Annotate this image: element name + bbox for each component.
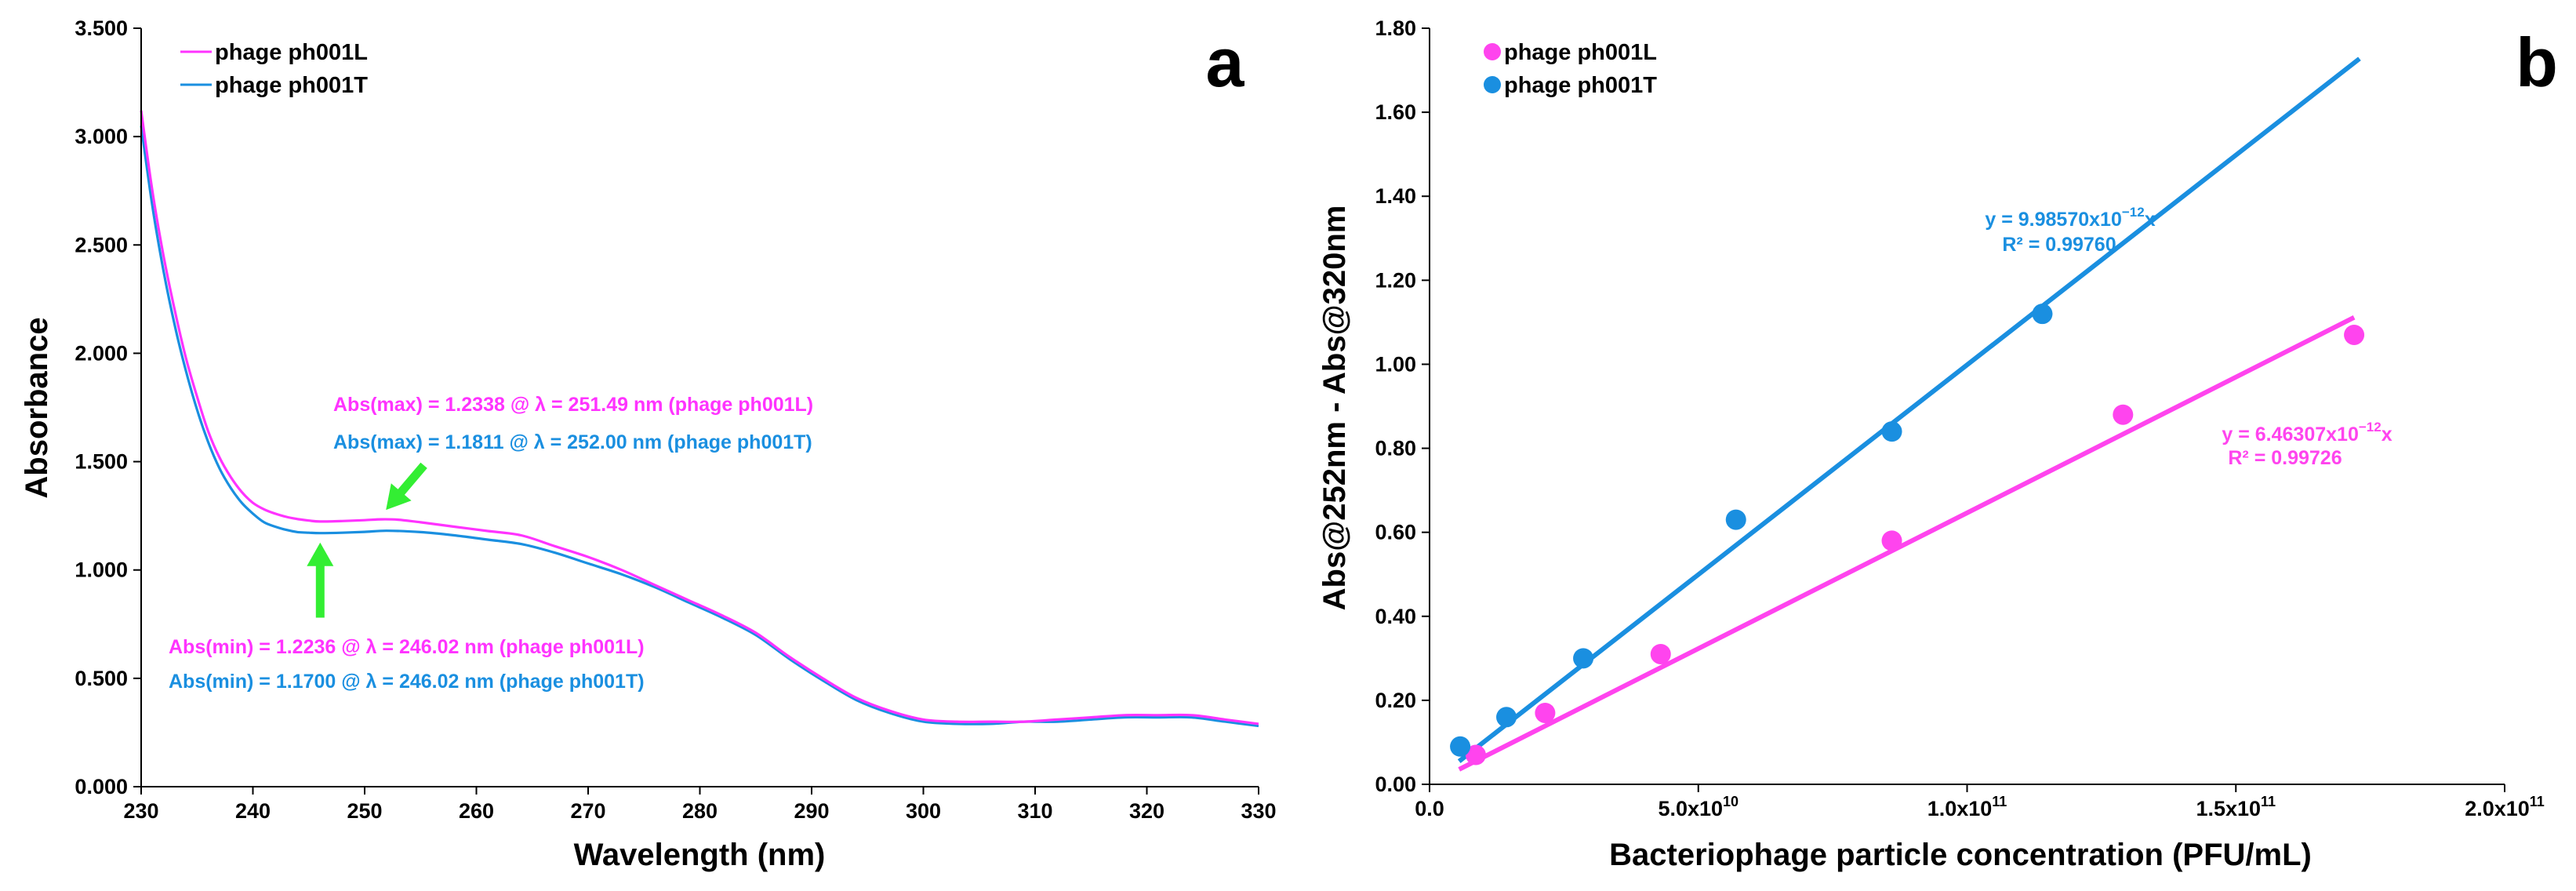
panel-b-x-tick-label: 0.0 [1415, 797, 1444, 820]
panel-a-axes [140, 28, 1259, 787]
panel-b-x-axis-title: Bacteriophage particle concentration (PF… [1609, 838, 2312, 872]
panel-b-y-tick-label: 0.20 [1375, 689, 1416, 712]
fit-line-phage-ph001T [1457, 56, 2361, 763]
fit-r-squared-T: R² = 0.99760 [2002, 234, 2116, 256]
data-point-phage-ph001L [2113, 404, 2134, 425]
panel-b-y-tick-label: 1.80 [1375, 16, 1416, 40]
panel-a-y-tick-label: 2.500 [74, 233, 128, 256]
panel-b-y-tick-label: 0.40 [1375, 605, 1416, 628]
fit-equation-L-formula: y = 6.46307x10−12x [2222, 420, 2392, 446]
panel-a-x-tick-label: 310 [1017, 799, 1052, 823]
panel-a-x-tick-label: 250 [347, 799, 382, 823]
panel-b-ticks: 0.0 5.0x1010 1.0x1011 1.5x1011 2.0x1011 0.00 0… [1375, 16, 2544, 820]
panel-b-axes [1429, 28, 2505, 785]
arrow-to-abs-min [307, 542, 334, 618]
panel-b-x-tick-label: 1.0x1011 [1927, 794, 2007, 820]
annotation-abs-max-T: Abs(max) = 1.1811 @ λ = 252.00 nm (phage… [333, 431, 812, 453]
panel-a-letter: a [1206, 24, 1245, 101]
panel-a-y-tick-label: 3.000 [74, 125, 128, 148]
panel-b-y-tick-label: 0.60 [1375, 521, 1416, 544]
panel-a-y-axis-title: Absorbance [20, 317, 54, 498]
data-point-phage-ph001T [2032, 304, 2053, 325]
panel-b-fit-lines [1457, 56, 2361, 772]
series-line-phage-ph001T [140, 125, 1259, 728]
fit-equation-T-formula: y = 9.98570x10−12x [1985, 205, 2155, 231]
panel-a-x-tick-label: 320 [1129, 799, 1164, 823]
panel-a-legend: phage ph001L phage ph001T [180, 40, 368, 98]
panel-b-legend: phage ph001L phage ph001T [1484, 40, 1657, 98]
data-point-phage-ph001L [1465, 744, 1486, 766]
data-point-phage-ph001T [1496, 707, 1517, 728]
panel-a-x-tick-label: 300 [906, 799, 941, 823]
annotation-abs-min-L: Abs(min) = 1.2236 @ λ = 246.02 nm (phage… [169, 636, 645, 658]
panel-a-x-tick-label: 230 [123, 799, 158, 823]
panel-a-arrows [307, 462, 427, 618]
panel-a-y-tick-label: 0.500 [74, 667, 128, 690]
panel-b-y-tick-label: 1.40 [1375, 184, 1416, 208]
panel-b-y-tick-label: 1.20 [1375, 268, 1416, 292]
fit-line-phage-ph001L [1458, 315, 2356, 772]
panel-a-x-axis-title: Wavelength (nm) [574, 838, 826, 872]
data-point-phage-ph001L [2344, 324, 2365, 345]
data-point-phage-ph001L [1535, 702, 1556, 723]
panel-a-absorbance-spectrum: 230 240 250 260 270 280 290 300 310 320 330 0.000 0.… [20, 16, 1277, 872]
panel-a-y-tick-label: 1.000 [74, 558, 128, 582]
panel-a-x-tick-label: 280 [682, 799, 718, 823]
panel-a-x-tick-label: 330 [1241, 799, 1276, 823]
data-point-phage-ph001T [1725, 509, 1746, 530]
panel-b-legend-swatch-T [1484, 76, 1501, 93]
panel-b-y-tick-label: 1.60 [1375, 100, 1416, 124]
panel-a-y-tick-label: 3.500 [74, 16, 128, 40]
panel-b-data-points [1450, 304, 2365, 766]
panel-b-x-tick-label: 1.5x1011 [2196, 794, 2276, 820]
panel-a-x-tick-label: 270 [570, 799, 605, 823]
panel-b-legend-label-T: phage ph001T [1504, 73, 1657, 98]
fit-r-squared-L: R² = 0.99726 [2228, 447, 2342, 469]
panel-b-x-tick-label: 2.0x1011 [2465, 794, 2545, 820]
panel-a-y-tick-label: 0.000 [74, 775, 128, 798]
panel-a-x-tick-label: 240 [235, 799, 271, 823]
data-point-phage-ph001T [1573, 648, 1594, 669]
panel-b-legend-label-L: phage ph001L [1504, 40, 1657, 65]
panel-a-legend-label-L: phage ph001L [215, 40, 368, 65]
data-point-phage-ph001T [1881, 421, 1902, 442]
data-point-phage-ph001L [1650, 643, 1671, 664]
panel-b-legend-swatch-L [1484, 43, 1501, 60]
panel-b-letter: b [2516, 24, 2558, 101]
panel-a-ticks: 230 240 250 260 270 280 290 300 310 320 330 0.000 0.… [74, 16, 1276, 823]
panel-b-x-tick-label: 5.0x1010 [1658, 794, 1739, 820]
annotation-abs-min-T: Abs(min) = 1.1700 @ λ = 246.02 nm (phage… [169, 671, 645, 693]
panel-a-y-tick-label: 1.500 [74, 450, 128, 474]
panel-a-x-tick-label: 260 [459, 799, 494, 823]
fit-equation-T: y = 9.98570x10−12x R² = 0.99760 [1985, 205, 2155, 256]
panel-b-y-tick-label: 0.80 [1375, 437, 1416, 460]
fit-equation-L: y = 6.46307x10−12x R² = 0.99726 [2222, 420, 2392, 469]
panel-b-y-tick-label: 0.00 [1375, 773, 1416, 796]
panel-b-y-axis-title: Abs@252nm - Abs@320nm [1317, 205, 1352, 611]
panel-a-x-tick-label: 290 [794, 799, 829, 823]
panel-a-y-tick-label: 2.000 [74, 341, 128, 365]
panel-a-series-lines [140, 110, 1259, 728]
panel-b-y-tick-label: 1.00 [1375, 352, 1416, 376]
panel-a-legend-label-T: phage ph001T [215, 73, 368, 98]
annotation-abs-max-L: Abs(max) = 1.2338 @ λ = 251.49 nm (phage… [333, 394, 813, 416]
data-point-phage-ph001L [1881, 530, 1902, 551]
data-point-phage-ph001T [1450, 736, 1471, 757]
panel-b-calibration: 0.0 5.0x1010 1.0x1011 1.5x1011 2.0x1011 0.00 0… [1317, 16, 2558, 872]
arrow-to-abs-max [386, 462, 427, 511]
series-line-phage-ph001L [140, 110, 1259, 726]
